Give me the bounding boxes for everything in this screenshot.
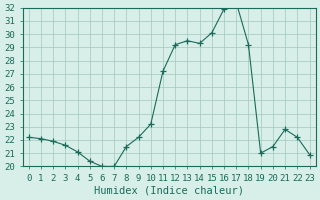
X-axis label: Humidex (Indice chaleur): Humidex (Indice chaleur) [94,186,244,196]
